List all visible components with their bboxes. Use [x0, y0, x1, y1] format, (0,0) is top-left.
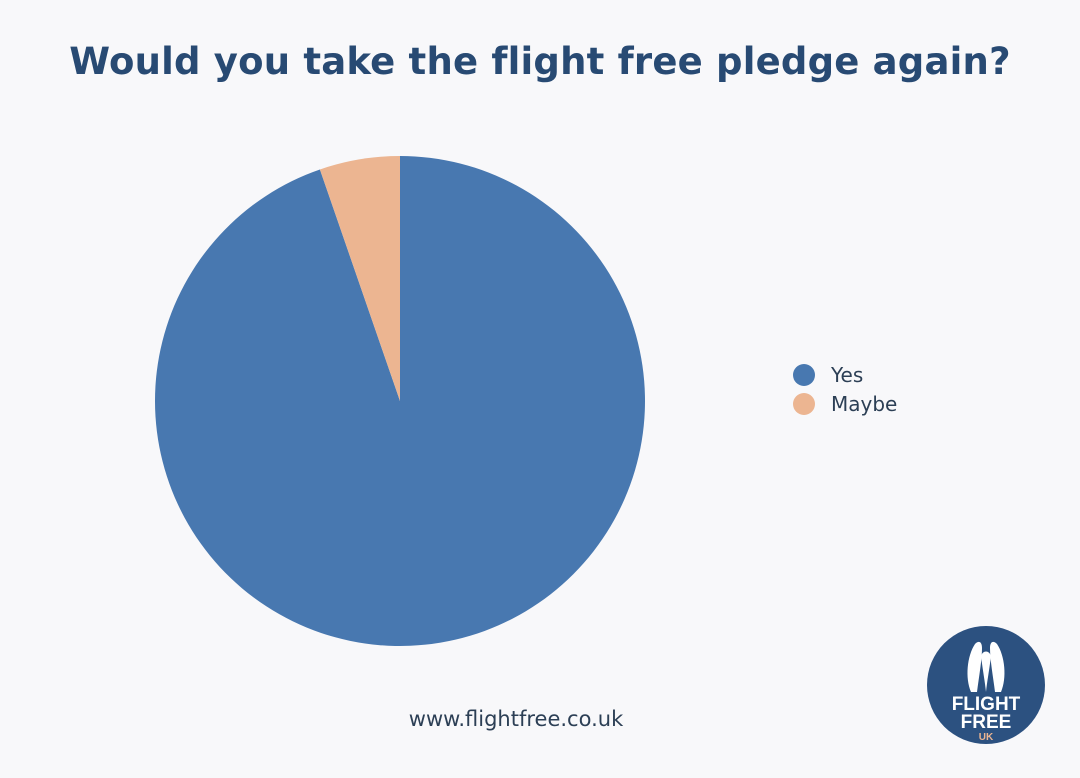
logo-text-free: FREE	[961, 712, 1012, 733]
legend-swatch-maybe	[793, 392, 815, 415]
website-url: www.flightfree.co.uk	[408, 707, 624, 731]
pie-slice-yes	[154, 156, 645, 646]
legend-label-maybe: Maybe	[831, 391, 898, 416]
birds-icon	[967, 641, 1005, 692]
logo-text-flight: FLIGHT	[952, 694, 1021, 715]
pie-slice-maybe	[319, 156, 400, 401]
legend-swatch-yes	[793, 363, 815, 386]
legend-item-yes: Yes	[793, 360, 897, 389]
logo-text-uk: UK	[979, 732, 994, 743]
legend-item-maybe: Maybe	[793, 389, 897, 418]
legend: Yes Maybe	[793, 360, 897, 418]
flight-free-logo: FLIGHT FREE UK	[927, 626, 1045, 744]
legend-label-yes: Yes	[831, 362, 864, 387]
chart-title: Would you take the flight free pledge ag…	[69, 40, 1011, 83]
pie-chart	[154, 156, 645, 646]
